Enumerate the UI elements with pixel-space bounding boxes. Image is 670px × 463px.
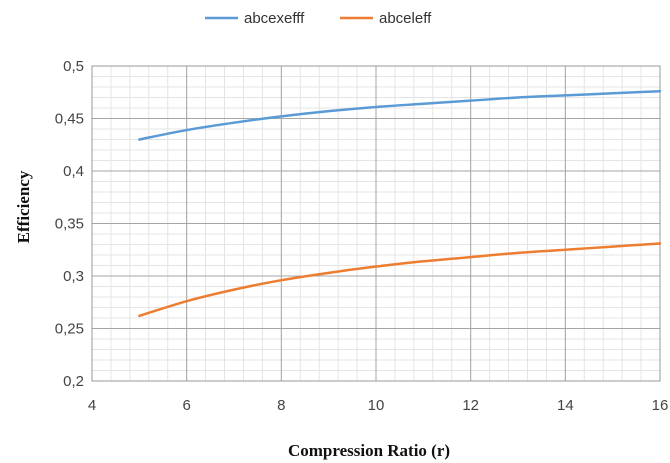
x-tick-label: 10 [368,397,385,414]
x-tick-label: 12 [462,397,479,414]
series-line-1 [138,89,662,141]
y-tick-label: 0,3 [63,268,84,285]
series-line-2 [138,242,662,318]
y-tick-label: 0,45 [55,111,84,128]
y-tick-label: 0,4 [63,163,84,180]
y-tick-label: 0,2 [63,373,84,390]
major-gridlines [91,65,661,382]
y-axis-title: Efficiency [14,170,33,243]
legend-label-2: abceleff [379,10,432,27]
x-tick-label: 8 [277,397,285,414]
x-tick-label: 16 [652,397,669,414]
x-tick-label: 14 [557,397,574,414]
series-lines [138,89,662,318]
legend-label-1: abcexefff [244,10,305,27]
legend: abcexefff abceleff [205,10,432,27]
x-tick-label: 4 [88,397,96,414]
y-tick-label: 0,5 [63,58,84,75]
y-tick-label: 0,25 [55,321,84,338]
plot-area-border [91,65,661,382]
x-axis-tick-labels: 4 6 8 10 12 14 16 [88,397,669,414]
x-tick-label: 6 [182,397,190,414]
x-axis-title: Compression Ratio (r) [288,441,450,460]
y-axis-tick-labels: 0,2 0,25 0,3 0,35 0,4 0,45 0,5 [55,58,84,390]
y-tick-label: 0,35 [55,216,84,233]
